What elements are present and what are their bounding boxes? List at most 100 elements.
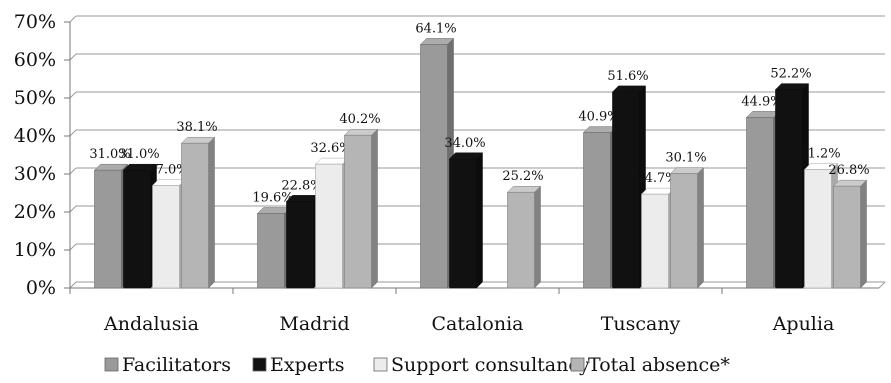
bar-top xyxy=(343,128,379,136)
category-label: Andalusia xyxy=(103,313,199,335)
bar-side xyxy=(208,136,215,289)
bar-top xyxy=(93,163,129,171)
bar-front xyxy=(583,132,611,289)
bar-front xyxy=(152,185,180,289)
bar-front xyxy=(746,117,774,289)
bar xyxy=(343,128,379,289)
data-label: 27.0% xyxy=(147,162,188,177)
bar-front xyxy=(420,44,448,289)
bar-side xyxy=(860,179,867,289)
bar xyxy=(611,85,647,289)
gridline-depth xyxy=(69,205,77,213)
bar xyxy=(448,152,484,289)
bar-front xyxy=(315,163,343,289)
gridline-depth xyxy=(69,15,77,23)
legend-label: Support consultancy xyxy=(391,354,590,376)
legend-swatch xyxy=(104,357,119,372)
legend-swatch xyxy=(570,357,585,372)
bar-front xyxy=(449,158,477,289)
bar-front xyxy=(670,173,698,289)
bar-top xyxy=(151,179,187,186)
bar-top xyxy=(582,126,618,133)
bar-front xyxy=(775,89,803,289)
legend-swatch xyxy=(373,357,388,372)
data-label: 26.8% xyxy=(828,163,869,178)
data-label: 25.2% xyxy=(502,169,543,184)
bar-front xyxy=(257,213,285,289)
data-label: 51.6% xyxy=(607,69,648,84)
bar xyxy=(774,83,810,289)
gridline-depth xyxy=(69,167,77,175)
bar-top xyxy=(774,83,810,90)
bar xyxy=(285,194,321,289)
gridline-depth xyxy=(69,53,77,61)
bar-top xyxy=(611,85,647,93)
y-tick-label: 60% xyxy=(14,49,56,71)
category-label: Catalonia xyxy=(432,313,524,335)
bar xyxy=(669,167,705,289)
legend-item: Facilitators xyxy=(104,354,231,376)
y-tick-label: 0% xyxy=(26,277,56,299)
bar-front xyxy=(641,193,669,289)
gridline-depth xyxy=(69,129,77,137)
y-tick-label: 70% xyxy=(14,11,56,33)
bar-side xyxy=(371,128,378,289)
category-label: Apulia xyxy=(772,313,835,335)
data-label: 38.1% xyxy=(176,120,217,135)
bar xyxy=(314,157,350,289)
legend-swatch xyxy=(252,357,267,372)
y-tick-label: 20% xyxy=(14,201,56,223)
bar-front xyxy=(286,201,314,289)
bar-top xyxy=(669,167,705,174)
x-axis-depth xyxy=(878,281,886,289)
legend-label: Total absence* xyxy=(588,354,730,376)
legend-item: Experts xyxy=(252,354,344,376)
y-tick-label: 40% xyxy=(14,125,56,147)
bar-front xyxy=(94,169,122,289)
data-label: 31.0% xyxy=(89,147,130,162)
data-label: 19.6% xyxy=(252,191,293,206)
y-tick-label: 10% xyxy=(14,239,56,261)
bar-front xyxy=(612,91,640,289)
data-label: 44.9% xyxy=(741,94,782,109)
bar xyxy=(151,178,187,289)
bar xyxy=(582,125,618,289)
bar-top xyxy=(640,187,676,195)
data-label: 34.0% xyxy=(444,136,485,151)
bar-top xyxy=(180,136,216,144)
y-tick-label: 50% xyxy=(14,87,56,109)
data-label: 32.6% xyxy=(310,141,351,156)
bar-top xyxy=(256,207,292,214)
bar xyxy=(832,179,868,289)
gridline-depth xyxy=(69,281,77,289)
gridline-depth xyxy=(69,243,77,251)
legend-label: Facilitators xyxy=(122,354,231,376)
bar xyxy=(180,136,216,289)
bar-top xyxy=(506,185,542,193)
data-label: 40.2% xyxy=(339,112,380,127)
data-label: 31.0% xyxy=(118,147,159,162)
bar-front xyxy=(804,169,832,289)
bar-top xyxy=(285,195,321,202)
bar-side xyxy=(476,152,483,289)
bar xyxy=(93,163,129,289)
bar-top xyxy=(419,38,455,45)
bar-front xyxy=(344,134,372,289)
bar xyxy=(745,110,781,289)
bar-front xyxy=(181,142,209,289)
bar-front xyxy=(833,185,861,289)
data-label: 52.2% xyxy=(770,67,811,82)
legend-label: Experts xyxy=(270,354,344,376)
data-label: 24.7% xyxy=(636,171,677,186)
data-label: 30.1% xyxy=(665,151,706,166)
category-label: Tuscany xyxy=(601,313,681,335)
bar-top xyxy=(448,152,484,160)
gridline-depth xyxy=(69,91,77,99)
bar-side xyxy=(534,185,541,289)
category-label: Madrid xyxy=(279,313,349,335)
bar xyxy=(640,187,676,289)
legend-item: Support consultancy xyxy=(373,354,590,376)
bar-top xyxy=(832,179,868,187)
bar-top xyxy=(314,157,350,165)
